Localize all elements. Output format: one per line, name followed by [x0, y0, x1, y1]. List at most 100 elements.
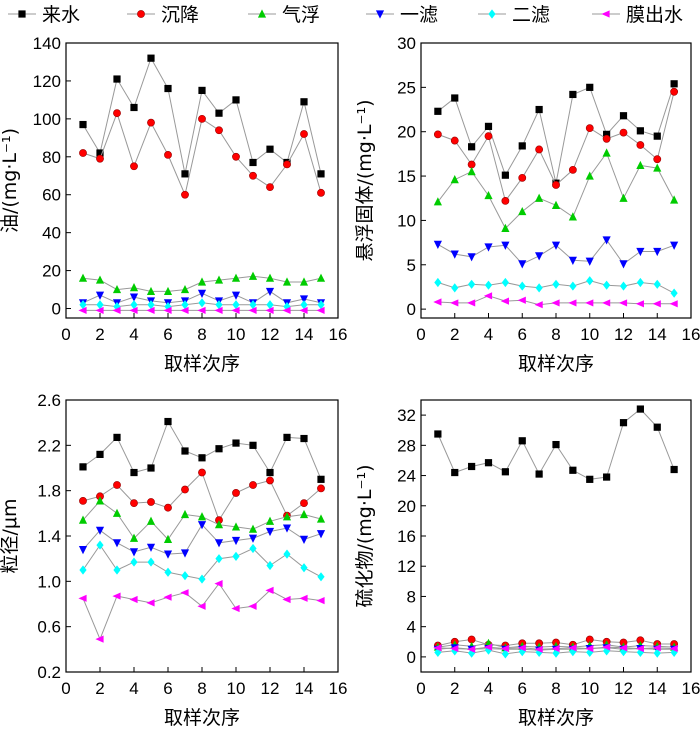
- x-tick-label: 16: [329, 679, 348, 698]
- plot-frame: [65, 399, 339, 673]
- data-point: [113, 565, 121, 575]
- data-point: [670, 80, 678, 88]
- data-point: [130, 557, 138, 567]
- data-point: [265, 273, 275, 282]
- y-axis-title: 硫化物/(mg·L⁻¹): [354, 464, 376, 607]
- series-line: [82, 111, 322, 197]
- data-point: [501, 277, 509, 288]
- data-point: [181, 170, 189, 178]
- data-point: [282, 512, 292, 521]
- data-point: [501, 197, 510, 205]
- data-point: [603, 130, 611, 138]
- data-point: [635, 300, 644, 308]
- data-point: [164, 302, 172, 312]
- data-point: [602, 236, 611, 245]
- chart-panel-3: 0 2 4 6 8 10 12 14 16 0.2 0.6 1.0 1.4 1.8 2.2 2.6 取样次序 粒径…: [0, 391, 347, 729]
- data-point: [451, 94, 459, 102]
- legend: 来水 沉降 气浮 一滤 二滤 膜出水: [8, 4, 683, 26]
- data-point: [266, 560, 274, 571]
- data-point: [501, 171, 509, 179]
- data-point: [146, 543, 156, 552]
- y-tick-label: 0.6: [37, 618, 61, 637]
- data-point: [163, 550, 173, 559]
- x-tick-label: 6: [163, 679, 172, 698]
- data-point: [586, 475, 594, 483]
- data-point: [164, 84, 172, 93]
- y-tick-label: 20: [397, 123, 416, 142]
- data-point: [129, 548, 139, 557]
- data-point: [517, 644, 526, 652]
- x-tick-label: 8: [551, 679, 560, 698]
- data-point: [602, 148, 611, 157]
- series-3: [433, 148, 679, 233]
- data-point: [231, 291, 241, 300]
- data-point: [283, 549, 291, 559]
- y-tick-label: 0: [407, 300, 416, 319]
- series-5: [79, 298, 325, 312]
- series-2: [433, 87, 679, 205]
- data-point: [215, 109, 223, 117]
- data-point: [198, 114, 206, 123]
- legend-entry: 一滤: [366, 4, 438, 26]
- data-point: [112, 284, 122, 294]
- data-point: [130, 103, 138, 112]
- x-tick-label: 0: [416, 679, 425, 698]
- y-axis-title: 油/(mg·L⁻¹): [0, 128, 21, 233]
- y-tick-label: 2.2: [37, 436, 61, 455]
- data-point: [484, 132, 493, 141]
- data-point: [552, 181, 560, 189]
- data-point: [568, 644, 577, 652]
- data-point: [603, 473, 611, 481]
- data-point: [653, 132, 661, 140]
- data-point: [232, 152, 240, 161]
- data-point: [130, 162, 138, 171]
- data-point: [163, 593, 172, 601]
- data-point: [215, 126, 223, 135]
- data-point: [180, 549, 190, 558]
- data-point: [317, 170, 325, 178]
- data-point: [535, 105, 543, 114]
- data-point: [569, 90, 577, 99]
- data-point: [232, 300, 240, 310]
- data-point: [266, 476, 274, 485]
- data-point: [316, 273, 326, 282]
- data-point: [433, 130, 442, 139]
- data-point: [164, 503, 172, 512]
- data-point: [568, 165, 577, 174]
- legend-entry: 气浮: [248, 4, 320, 26]
- data-point: [282, 524, 292, 533]
- chart-panel-2: 0 2 4 6 8 10 12 14 16 0 5 10 15 20 25 30 取样次序 悬浮固体/(mg·L⁻…: [354, 34, 700, 375]
- data-point: [215, 445, 223, 453]
- data-point: [112, 508, 122, 517]
- data-point: [619, 260, 628, 269]
- data-point: [113, 109, 121, 118]
- data-point: [147, 118, 155, 127]
- data-point: [79, 463, 87, 471]
- data-point: [129, 595, 138, 604]
- data-point: [300, 563, 308, 573]
- data-point: [129, 283, 139, 292]
- series-2: [79, 468, 325, 525]
- data-point: [434, 430, 442, 438]
- x-tick-label: 16: [329, 325, 348, 344]
- data-point: [518, 437, 526, 445]
- data-point: [198, 468, 206, 477]
- data-point: [266, 300, 274, 310]
- x-tick-label: 16: [682, 325, 700, 344]
- legend-marker: [375, 10, 385, 19]
- data-point: [164, 150, 172, 159]
- y-tick-label: 4: [407, 618, 416, 637]
- x-tick-label: 8: [197, 679, 206, 698]
- data-point: [197, 306, 206, 315]
- x-tick-label: 0: [61, 679, 70, 698]
- legend-label: 沉降: [161, 4, 199, 26]
- data-point: [215, 300, 223, 310]
- data-point: [317, 475, 325, 483]
- x-tick-label: 2: [95, 325, 104, 344]
- data-point: [619, 128, 628, 137]
- data-point: [467, 645, 476, 653]
- data-point: [79, 120, 87, 129]
- data-point: [300, 499, 308, 508]
- data-point: [483, 643, 493, 651]
- data-point: [266, 145, 274, 153]
